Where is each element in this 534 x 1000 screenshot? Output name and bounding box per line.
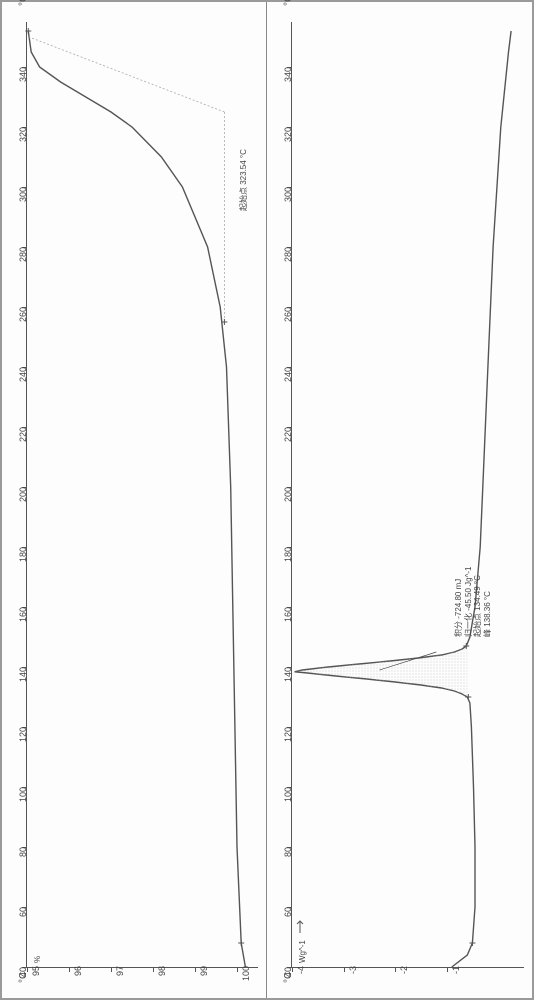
x-tick xyxy=(153,967,154,972)
dsc-peak-annotation: 积分 -724.80 mJ归一化 -45.50 Jg^-1起始点 134.49 … xyxy=(454,567,492,637)
percent-symbol: % xyxy=(33,956,43,963)
x-tick-label: -4 xyxy=(296,966,306,974)
dsc-curve-svg xyxy=(292,22,524,967)
x-tick xyxy=(344,967,345,972)
left-y-unit-top: °C xyxy=(18,0,29,6)
x-tick-label: -2 xyxy=(399,966,409,974)
tga-curve-svg xyxy=(27,22,258,967)
wg-symbol: Wg^-1 xyxy=(298,940,308,963)
y-tick-label: 260 xyxy=(18,307,28,327)
y-tick-label: 160 xyxy=(283,607,293,627)
tga-panel: °C °C 4060801001201401601802002202402602… xyxy=(2,2,267,998)
x-tick-label: -3 xyxy=(348,966,358,974)
y-tick-label: 280 xyxy=(18,247,28,267)
y-tick-label: 60 xyxy=(18,907,28,927)
x-tick-label: 96 xyxy=(73,966,83,976)
x-tick-label: 100 xyxy=(241,966,251,981)
y-tick-label: 320 xyxy=(18,127,28,147)
x-tick xyxy=(395,967,396,972)
y-tick-label: 180 xyxy=(18,547,28,567)
x-tick-label: 99 xyxy=(199,966,209,976)
x-tick xyxy=(447,967,448,972)
x-tick xyxy=(111,967,112,972)
y-tick-label: 300 xyxy=(18,187,28,207)
dsc-curve xyxy=(295,31,512,967)
dsc-panel: °C °C 4060801001201401601802002202402602… xyxy=(267,2,532,998)
annotation-line: 积分 -724.80 mJ xyxy=(454,567,464,637)
y-tick-label: 80 xyxy=(283,847,293,867)
y-tick-label: 220 xyxy=(18,427,28,447)
annotation-line: 峰 138.36 °C xyxy=(483,567,493,637)
y-tick-label: 120 xyxy=(18,727,28,747)
x-tick xyxy=(27,967,28,972)
tga-plot-area: 4060801001201401601802002202402602803003… xyxy=(26,22,258,968)
y-tick-label: 280 xyxy=(283,247,293,267)
y-tick-label: 340 xyxy=(283,67,293,87)
y-tick-label: 120 xyxy=(283,727,293,747)
y-tick-label: 240 xyxy=(18,367,28,387)
y-tick-label: 100 xyxy=(283,787,293,807)
y-tick-label: 100 xyxy=(18,787,28,807)
y-tick-label: 300 xyxy=(283,187,293,207)
x-tick xyxy=(69,967,70,972)
y-tick-label: 160 xyxy=(18,607,28,627)
y-tick-label: 80 xyxy=(18,847,28,867)
right-y-unit-top: °C xyxy=(283,0,294,6)
annotation-line: 起始点 134.49 °C xyxy=(474,567,484,637)
y-tick-label: 320 xyxy=(283,127,293,147)
y-tick-label: 180 xyxy=(283,547,293,567)
figure-frame: °C °C 4060801001201401601802002202402602… xyxy=(0,0,534,1000)
x-tick-label: 97 xyxy=(115,966,125,976)
y-tick-label: 240 xyxy=(283,367,293,387)
x-tick xyxy=(237,967,238,972)
x-tick xyxy=(292,967,293,972)
y-tick-label: 140 xyxy=(18,667,28,687)
y-tick-label: 220 xyxy=(283,427,293,447)
x-tick-label: 98 xyxy=(157,966,167,976)
dsc-plot-area: 4060801001201401601802002202402602803003… xyxy=(291,22,524,968)
x-tick-label: -1 xyxy=(451,966,461,974)
y-tick-label: 260 xyxy=(283,307,293,327)
y-tick-label: 340 xyxy=(18,67,28,87)
y-tick-label: 200 xyxy=(18,487,28,507)
tga-curve xyxy=(28,31,245,967)
x-tick-label: 95 xyxy=(31,966,41,976)
y-tick-label: 200 xyxy=(283,487,293,507)
tga-onset-annotation: 起始点 323.54 °C xyxy=(239,149,249,211)
y-tick-label: 140 xyxy=(283,667,293,687)
y-tick-label: 60 xyxy=(283,907,293,927)
x-tick xyxy=(195,967,196,972)
